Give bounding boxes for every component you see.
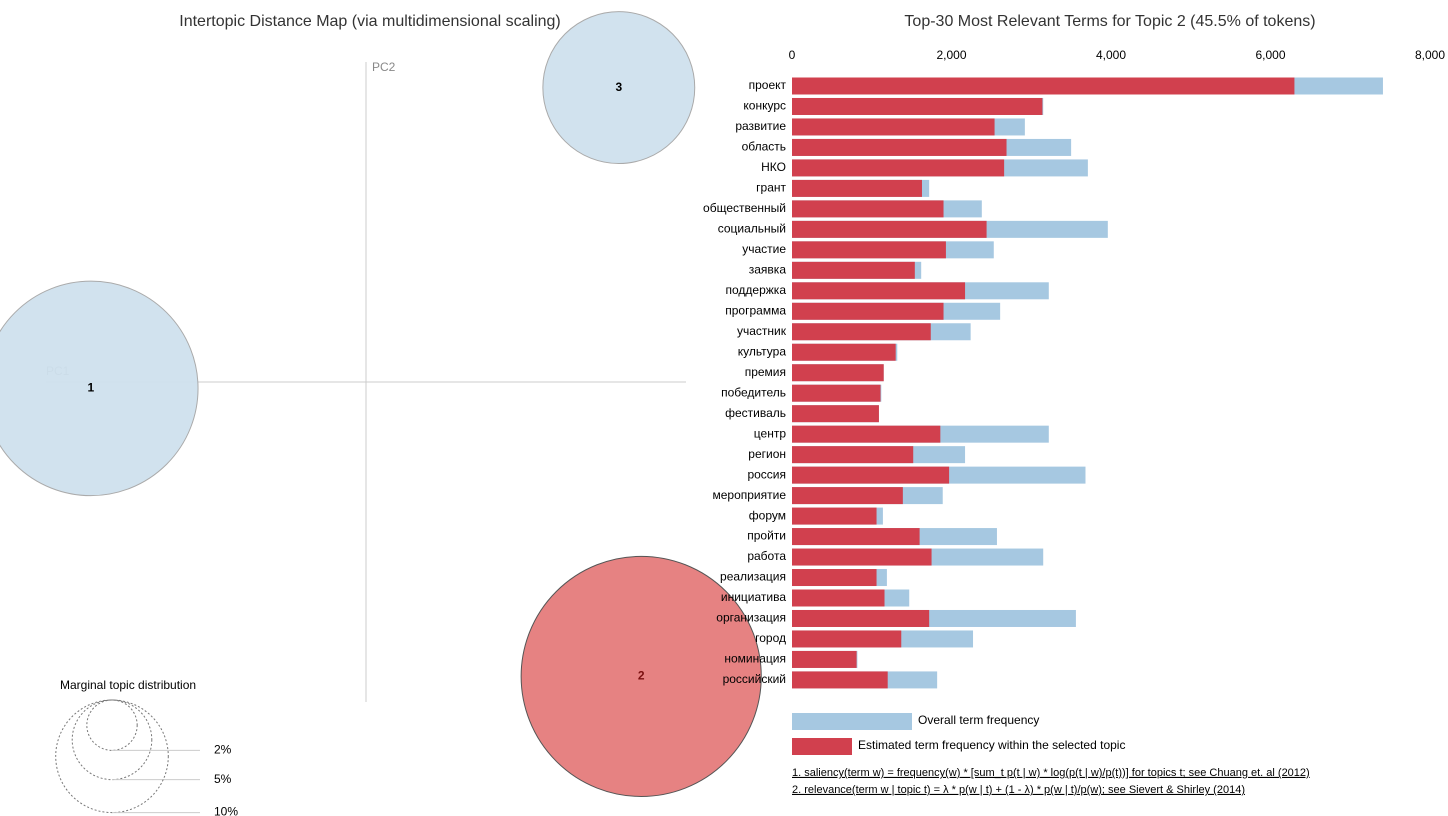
term-label: форум — [749, 508, 786, 522]
bar — [792, 118, 995, 136]
size-legend-title: Marginal topic distribution — [60, 678, 196, 692]
term-label: поддержка — [726, 283, 787, 297]
size-legend-label: 5% — [214, 772, 232, 786]
footnote: 1. saliency(term w) = frequency(w) * [su… — [792, 767, 1310, 779]
bar — [792, 302, 944, 320]
term-label: реализация — [720, 570, 786, 584]
bar — [792, 446, 914, 464]
term-label: грант — [756, 181, 786, 195]
bar-title: Top-30 Most Relevant Terms for Topic 2 (… — [904, 13, 1315, 30]
x-tick-label: 8,000 — [1415, 48, 1445, 62]
bar — [792, 77, 1295, 95]
bar — [792, 630, 902, 648]
bar — [792, 97, 1043, 115]
bar — [792, 609, 930, 627]
term-label: социальный — [718, 222, 786, 236]
bar — [792, 528, 920, 546]
term-label: номинация — [724, 652, 786, 666]
topic-circle — [520, 555, 762, 797]
bar — [792, 425, 941, 443]
bar — [792, 159, 1005, 177]
size-legend-circle — [86, 699, 138, 751]
bar — [792, 384, 881, 402]
x-tick-label: 4,000 — [1096, 48, 1126, 62]
legend-swatch — [792, 713, 912, 730]
topic-circle — [542, 11, 696, 165]
bar — [792, 282, 966, 300]
term-label: работа — [747, 549, 786, 563]
term-label: развитие — [735, 119, 786, 133]
topic-circle — [0, 280, 199, 497]
term-label: участие — [742, 242, 786, 256]
x-tick-label: 0 — [789, 48, 796, 62]
bar — [792, 650, 857, 668]
legend-label: Overall term frequency — [918, 713, 1039, 727]
bar — [792, 138, 1007, 156]
term-label: россия — [747, 467, 786, 481]
bar — [792, 323, 931, 341]
topic-label: 2 — [638, 669, 645, 683]
x-tick-label: 2,000 — [936, 48, 966, 62]
bar — [792, 200, 944, 218]
bar — [792, 671, 888, 689]
topic-label: 3 — [615, 80, 622, 94]
term-label: НКО — [761, 160, 786, 174]
term-label: российский — [723, 672, 786, 686]
bar — [792, 569, 877, 587]
size-legend-label: 2% — [214, 743, 232, 757]
term-label: заявка — [749, 262, 787, 276]
bar — [792, 466, 950, 484]
bar — [792, 364, 884, 382]
term-label: конкурс — [743, 99, 786, 113]
bar — [792, 405, 879, 423]
bar — [792, 589, 885, 607]
bar — [792, 343, 896, 361]
size-legend-circle — [71, 699, 153, 781]
term-label: программа — [725, 303, 786, 317]
term-label: регион — [748, 447, 786, 461]
footnote: 2. relevance(term w | topic t) = λ * p(w… — [792, 784, 1245, 796]
bar — [792, 548, 932, 566]
pc2-label: PC2 — [372, 60, 396, 74]
size-legend-circle — [55, 699, 169, 814]
bar — [792, 179, 922, 197]
term-label: область — [742, 140, 786, 154]
legend-label: Estimated term frequency within the sele… — [858, 738, 1125, 752]
term-label: общественный — [703, 201, 786, 215]
bar — [792, 220, 987, 238]
bar — [792, 241, 946, 259]
term-label: инициатива — [721, 590, 786, 604]
term-label: город — [755, 631, 786, 645]
term-label: центр — [754, 426, 787, 440]
term-label: организация — [716, 611, 786, 625]
term-label: участник — [737, 324, 787, 338]
term-label: премия — [745, 365, 786, 379]
bar — [792, 261, 915, 279]
term-label: фестиваль — [725, 406, 786, 420]
term-label: проект — [749, 78, 787, 92]
legend-swatch — [792, 738, 852, 755]
x-tick-label: 6,000 — [1255, 48, 1285, 62]
term-label: победитель — [721, 385, 786, 399]
size-legend-label: 10% — [214, 805, 238, 816]
map-title: Intertopic Distance Map (via multidimens… — [179, 13, 561, 30]
bar — [792, 487, 903, 505]
topic-label: 1 — [87, 381, 94, 395]
term-label: культура — [738, 344, 787, 358]
term-label: пройти — [747, 529, 786, 543]
term-label: мероприятие — [712, 488, 786, 502]
bar — [792, 507, 877, 525]
